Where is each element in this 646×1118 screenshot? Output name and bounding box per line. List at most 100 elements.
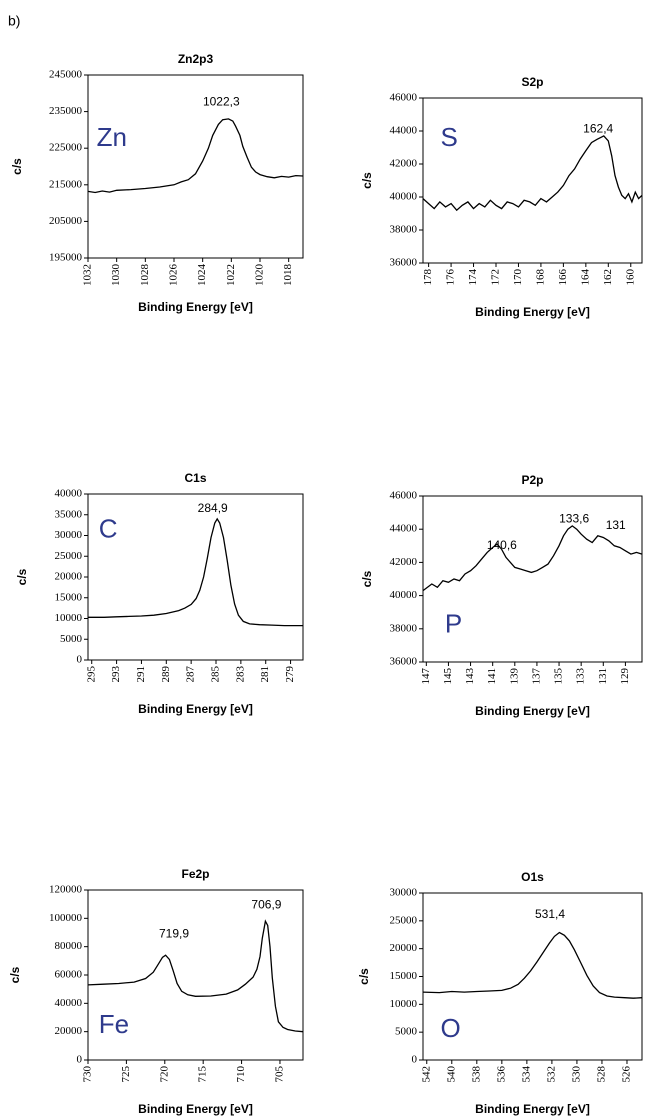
y-tick-label: 42000 xyxy=(390,556,418,568)
y-tick-label: 40000 xyxy=(390,589,418,601)
chart-title: O1s xyxy=(521,870,544,884)
x-tick-label: 1028 xyxy=(139,264,151,287)
x-tick-label: 178 xyxy=(422,269,434,286)
y-axis-label: c/s xyxy=(360,570,374,587)
x-tick-label: 720 xyxy=(158,1066,170,1083)
y-axis-label: c/s xyxy=(10,158,24,175)
x-tick-label: 1020 xyxy=(254,264,266,287)
y-tick-label: 36000 xyxy=(390,656,418,668)
x-tick-label: 528 xyxy=(595,1066,607,1083)
x-tick-label: 1022 xyxy=(225,264,237,286)
y-tick-label: 15000 xyxy=(55,591,83,603)
x-tick-label: 283 xyxy=(234,666,246,683)
x-axis-label: Binding Energy [eV] xyxy=(475,305,590,319)
x-tick-label: 131 xyxy=(597,668,609,685)
y-tick-label: 46000 xyxy=(390,92,418,104)
spectrum-line xyxy=(422,525,643,592)
x-tick-label: 1024 xyxy=(196,264,208,287)
x-axis-label: Binding Energy [eV] xyxy=(475,704,590,718)
x-tick-label: 172 xyxy=(490,269,502,286)
element-label: S xyxy=(441,122,458,152)
y-tick-label: 25000 xyxy=(55,550,83,562)
x-axis-label: Binding Energy [eV] xyxy=(138,702,253,716)
y-tick-label: 235000 xyxy=(49,105,83,117)
peak-annotation: 706,9 xyxy=(251,897,281,911)
x-tick-label: 1032 xyxy=(82,264,94,286)
peak-annotation: 719,9 xyxy=(159,926,189,940)
peak-annotation: 140,6 xyxy=(487,538,517,552)
x-tick-label: 530 xyxy=(570,1066,582,1083)
y-tick-label: 30000 xyxy=(55,529,83,541)
figure-label: b) xyxy=(8,13,20,29)
spectrum-line xyxy=(422,135,643,212)
x-tick-label: 168 xyxy=(534,269,546,286)
y-tick-label: 20000 xyxy=(55,571,83,583)
y-tick-label: 215000 xyxy=(49,178,83,190)
peak-annotation: 162,4 xyxy=(583,122,613,136)
x-tick-label: 147 xyxy=(420,668,432,685)
x-tick-label: 135 xyxy=(553,668,565,685)
x-tick-label: 160 xyxy=(624,269,636,286)
y-tick-label: 46000 xyxy=(390,490,418,502)
peak-annotation: 531,4 xyxy=(535,907,565,921)
spectrum-line xyxy=(87,118,304,194)
chart-title: C1s xyxy=(184,471,206,485)
y-tick-label: 205000 xyxy=(49,215,83,227)
x-tick-label: 730 xyxy=(82,1066,94,1083)
y-tick-label: 225000 xyxy=(49,142,83,154)
peak-annotation: 284,9 xyxy=(198,501,228,515)
y-axis-label: c/s xyxy=(357,968,371,985)
y-tick-label: 38000 xyxy=(390,224,418,236)
x-tick-label: 526 xyxy=(621,1066,633,1083)
y-tick-label: 0 xyxy=(77,1054,83,1066)
y-tick-label: 44000 xyxy=(390,125,418,137)
y-tick-label: 10000 xyxy=(390,998,418,1010)
y-tick-label: 25000 xyxy=(390,914,418,926)
y-tick-label: 195000 xyxy=(49,252,83,264)
x-tick-label: 295 xyxy=(85,666,97,683)
x-tick-label: 532 xyxy=(545,1066,557,1083)
spectrum-line xyxy=(422,931,643,999)
plot-frame xyxy=(87,493,304,661)
y-tick-label: 40000 xyxy=(390,191,418,203)
y-tick-label: 245000 xyxy=(49,69,83,81)
y-tick-label: 36000 xyxy=(390,257,418,269)
x-tick-label: 129 xyxy=(619,668,631,685)
x-tick-label: 164 xyxy=(579,269,591,286)
element-label: P xyxy=(445,608,462,638)
x-tick-label: 174 xyxy=(467,269,479,286)
x-tick-label: 166 xyxy=(557,269,569,286)
y-axis-label: c/s xyxy=(8,966,22,983)
x-tick-label: 287 xyxy=(185,666,197,683)
x-tick-label: 291 xyxy=(135,666,147,683)
element-label: O xyxy=(441,1013,461,1043)
x-tick-label: 542 xyxy=(420,1066,432,1083)
y-tick-label: 20000 xyxy=(390,942,418,954)
spectrum-line xyxy=(87,919,304,1033)
x-tick-label: 715 xyxy=(197,1066,209,1083)
x-tick-label: 536 xyxy=(495,1066,507,1083)
x-tick-label: 540 xyxy=(445,1066,457,1083)
element-label: Fe xyxy=(99,1009,129,1039)
x-tick-label: 170 xyxy=(512,269,524,286)
y-tick-label: 15000 xyxy=(390,970,418,982)
x-tick-label: 289 xyxy=(160,666,172,683)
x-axis-label: Binding Energy [eV] xyxy=(138,1102,253,1116)
spectrum-line xyxy=(88,517,303,627)
x-tick-label: 162 xyxy=(602,269,614,286)
y-tick-label: 35000 xyxy=(55,508,83,520)
chart-title: Zn2p3 xyxy=(178,52,214,66)
chart-title: S2p xyxy=(521,75,543,89)
x-tick-label: 141 xyxy=(486,668,498,685)
y-tick-label: 44000 xyxy=(390,523,418,535)
x-tick-label: 293 xyxy=(110,666,122,683)
y-tick-label: 60000 xyxy=(55,969,83,981)
plot-frame xyxy=(422,495,643,663)
y-axis-label: c/s xyxy=(15,568,29,585)
x-tick-label: 285 xyxy=(210,666,222,683)
x-tick-label: 176 xyxy=(445,269,457,286)
y-tick-label: 42000 xyxy=(390,158,418,170)
chart-title: P2p xyxy=(521,473,543,487)
x-axis-label: Binding Energy [eV] xyxy=(138,300,253,314)
